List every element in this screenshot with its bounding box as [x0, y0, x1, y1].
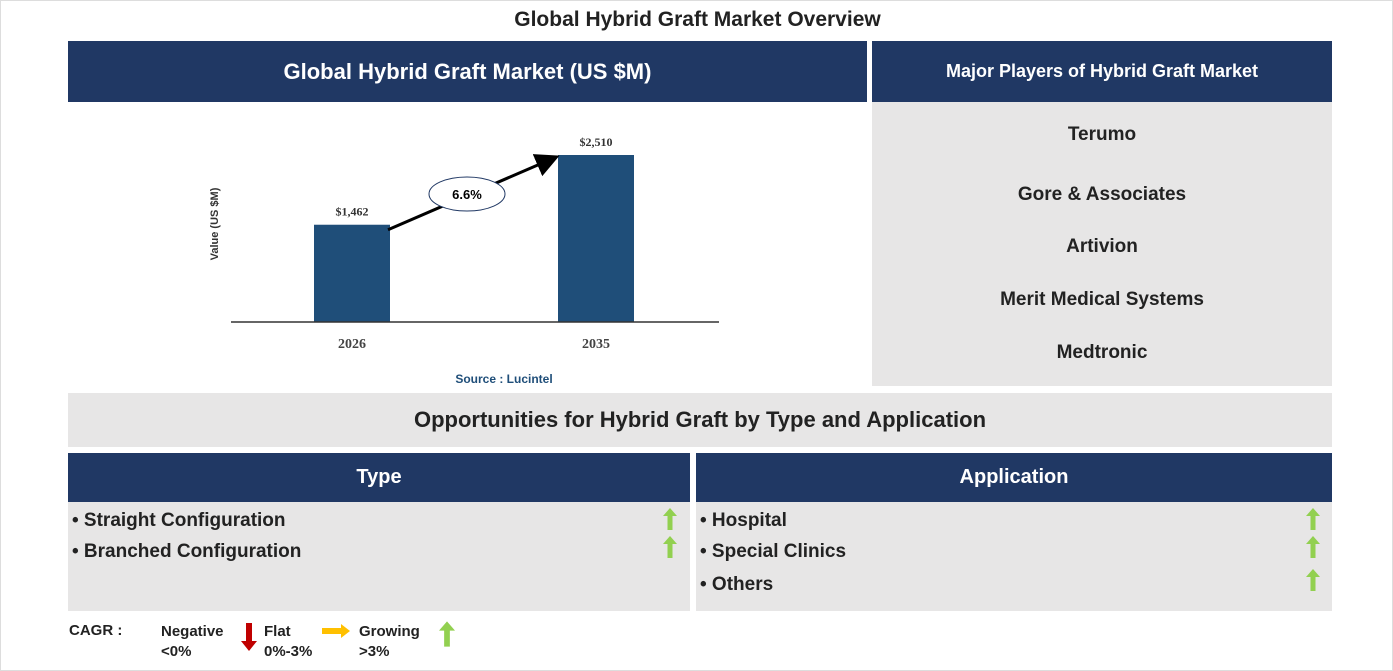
type-header: Type	[68, 453, 690, 502]
growing-arrow-icon	[439, 621, 455, 647]
legend-flat-label: Flat	[264, 623, 291, 640]
growing-arrow-icon	[1306, 536, 1320, 558]
growing-arrow-icon	[663, 536, 677, 558]
application-header: Application	[696, 453, 1332, 502]
legend-growing-range: >3%	[359, 643, 390, 660]
cagr-label: 6.6%	[452, 187, 482, 202]
cagr-ellipse	[428, 176, 506, 212]
player-item: Artivion	[1066, 236, 1138, 257]
type-panel	[68, 502, 690, 611]
player-item: Terumo	[1067, 124, 1137, 145]
negative-arrow-icon	[241, 623, 257, 651]
legend-flat: Flat 0%-3%	[264, 622, 312, 662]
legend-cagr-label: CAGR :	[69, 622, 123, 639]
legend-growing-label: Growing	[359, 623, 420, 640]
application-panel	[696, 502, 1332, 611]
legend-flat-range: 0%-3%	[264, 643, 313, 660]
data-label: $2,510	[580, 135, 613, 149]
player-item: Gore & Associates	[1017, 184, 1187, 205]
y-axis-label: Value (US $M)	[209, 187, 221, 260]
opportunities-header: Opportunities for Hybrid Graft by Type a…	[68, 393, 1332, 447]
application-item: • Special Clinics	[700, 541, 847, 562]
growing-arrow-icon	[1306, 569, 1320, 591]
x-tick-label: 2026	[338, 337, 366, 352]
legend-negative-label: Negative	[161, 623, 224, 640]
bar-2026	[314, 224, 390, 322]
type-item: • Branched Configuration	[72, 541, 302, 562]
players-header: Major Players of Hybrid Graft Market	[872, 41, 1332, 102]
bar-2035	[558, 155, 634, 322]
type-item: • Straight Configuration	[72, 510, 286, 531]
application-item: • Hospital	[700, 510, 787, 531]
player-item: Medtronic	[1056, 342, 1148, 363]
legend-negative-range: <0%	[161, 643, 192, 660]
source-label: Source : Lucintel	[455, 372, 552, 386]
data-label: $1,462	[336, 205, 369, 219]
player-item: Merit Medical Systems	[1000, 289, 1204, 310]
legend-growing: Growing >3%	[359, 622, 420, 662]
growing-arrow-icon	[1306, 508, 1320, 530]
players-panel	[872, 102, 1332, 386]
page-title: Global Hybrid Graft Market Overview	[514, 8, 881, 31]
flat-arrow-icon	[322, 624, 350, 638]
x-tick-label: 2035	[582, 337, 610, 352]
chart-header: Global Hybrid Graft Market (US $M)	[68, 41, 867, 102]
application-item: • Others	[700, 574, 774, 595]
legend-negative: Negative <0%	[161, 622, 224, 662]
growing-arrow-icon	[663, 508, 677, 530]
